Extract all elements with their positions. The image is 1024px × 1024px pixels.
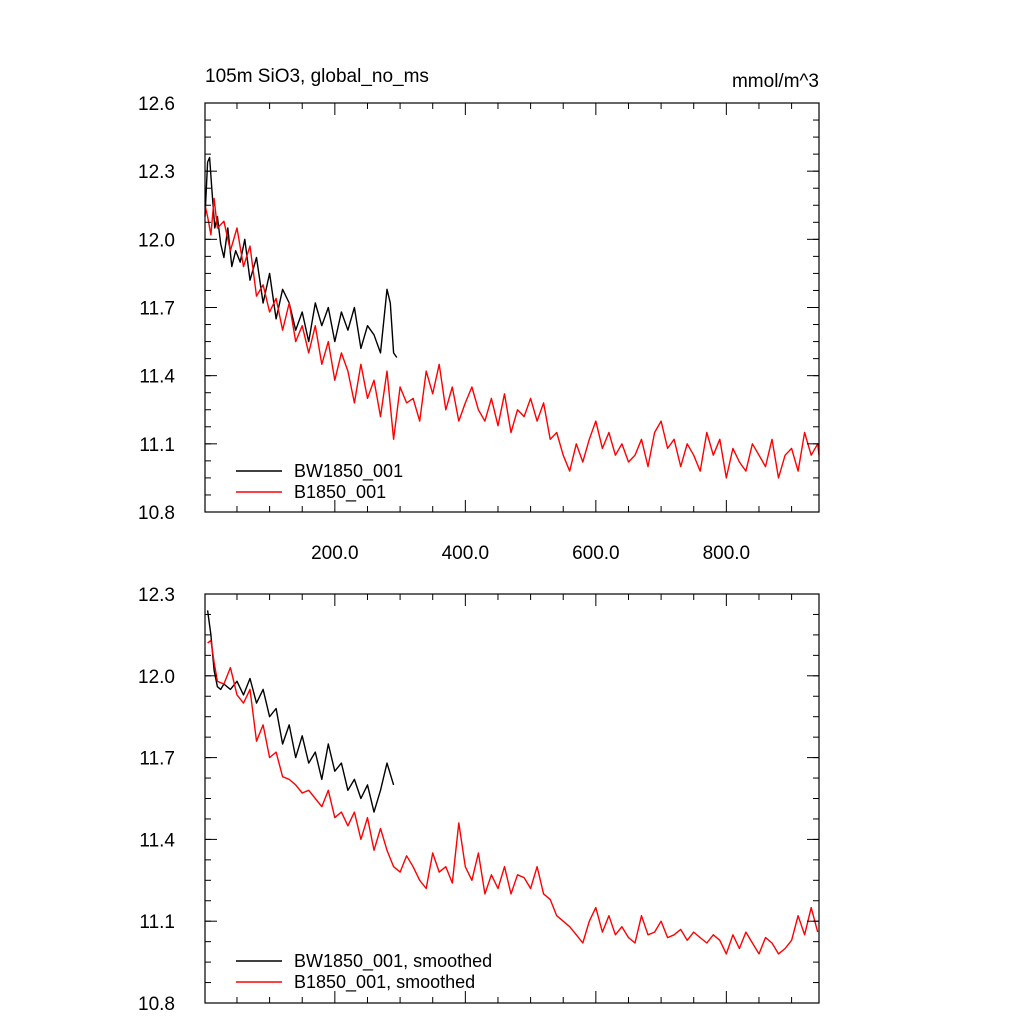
top-y-tick-label: 12.6	[138, 94, 175, 115]
top-legend: BW1850_001 B1850_001	[236, 461, 403, 503]
top-series-line-b1850	[204, 197, 820, 479]
bottom-y-tick-label: 10.8	[138, 994, 175, 1015]
bottom-series-line-b1850	[207, 639, 819, 955]
top-y-tick-label: 11.1	[139, 435, 175, 456]
bottom-y-tick-label: 12.0	[138, 667, 175, 688]
top-units-label: mmol/m^3	[732, 71, 819, 92]
top-chart-title: 105m SiO3, global_no_ms	[205, 66, 429, 87]
top-y-tick-label: 11.7	[139, 299, 175, 320]
top-x-tick-label: 800.0	[703, 543, 751, 564]
top-y-tick-label: 10.8	[138, 503, 175, 524]
bottom-y-tick-label: 11.1	[139, 912, 175, 933]
top-legend-label-b1850: B1850_001	[294, 482, 386, 503]
top-legend-label-bw1850: BW1850_001	[294, 461, 403, 482]
bottom-series-line-bw1850	[206, 610, 395, 813]
top-ticks-group: 10.8 11.1 11.4 11.7 12.0 12.3 12.6 200.0 400.0 60…	[138, 94, 819, 564]
top-panel: 10.8 11.1 11.4 11.7 12.0 12.3 12.6 200.0 400.0 60…	[138, 66, 820, 564]
top-x-tick-label: 200.0	[311, 543, 359, 564]
bottom-legend-label-b1850: B1850_001, smoothed	[294, 972, 475, 993]
bottom-plot-frame	[204, 593, 820, 1004]
bottom-panel: 10.8 11.1 11.4 11.7 12.0 12.3 BW1850_001, smo…	[138, 585, 820, 1015]
top-plot-frame	[204, 102, 820, 513]
top-series-group	[204, 156, 820, 479]
bottom-legend-label-bw1850: BW1850_001, smoothed	[294, 951, 492, 972]
top-x-tick-label: 600.0	[572, 543, 620, 564]
bottom-y-tick-label: 11.7	[139, 749, 175, 770]
bottom-y-tick-label: 12.3	[138, 585, 175, 606]
bottom-legend: BW1850_001, smoothed B1850_001, smoothed	[236, 951, 492, 993]
top-y-tick-label: 12.0	[138, 230, 175, 251]
top-series-line-bw1850	[204, 156, 398, 358]
top-y-tick-label: 11.4	[139, 367, 175, 388]
top-x-tick-label: 400.0	[442, 543, 490, 564]
bottom-series-group	[206, 610, 819, 955]
top-y-tick-label: 12.3	[138, 162, 175, 183]
bottom-ticks-group: 10.8 11.1 11.4 11.7 12.0 12.3	[138, 585, 819, 1015]
bottom-y-tick-label: 11.4	[139, 830, 175, 851]
